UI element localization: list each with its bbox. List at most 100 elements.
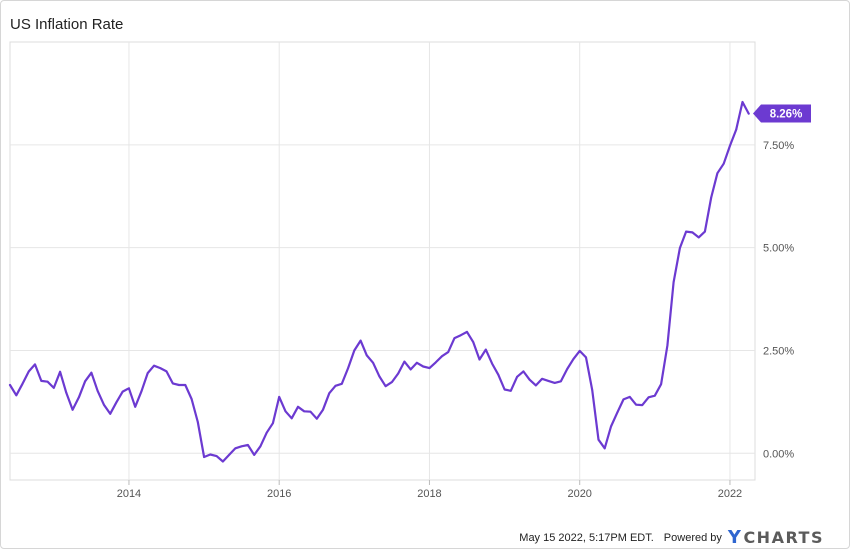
data-point [466,331,468,333]
data-point [679,247,681,249]
data-point [553,382,556,384]
data-point [628,396,631,398]
data-point [660,383,662,386]
data-point [21,382,24,385]
data-point [347,367,349,369]
data-point [365,354,368,357]
data-point [397,372,400,375]
data-point [403,360,406,363]
data-point [591,389,594,391]
data-point [140,390,143,393]
data-point [309,410,312,413]
data-point [196,421,199,423]
data-point [222,460,224,463]
data-point [65,391,68,394]
data-point [572,358,575,360]
data-point [441,355,443,358]
chart-title: US Inflation Rate [10,16,124,33]
data-point [710,196,713,199]
data-point [359,339,362,342]
data-point [265,431,268,434]
data-point [109,412,112,415]
ycharts-logo-y: Y [727,527,743,548]
y-tick-label: 2.50% [763,345,794,357]
data-point [96,389,99,392]
data-point [503,388,506,391]
data-point [616,411,619,414]
data-point [428,367,431,369]
x-tick-label: 2014 [117,488,141,500]
data-point [384,385,387,388]
data-point [153,364,155,367]
data-point [334,384,337,387]
data-point [228,454,231,456]
last-value-label: 8.26% [770,109,803,121]
data-point [378,375,381,378]
data-point [472,341,475,344]
data-point [729,144,731,147]
data-point [491,362,493,365]
data-point [685,230,687,233]
data-point [278,396,281,398]
data-point [522,370,525,373]
plot-area-border [9,41,756,481]
data-point [9,384,11,386]
last-value-badge: 8.26% [753,104,811,123]
data-point [272,422,274,425]
data-point [259,445,262,448]
data-point [697,236,700,239]
data-point [528,378,531,381]
data-point [497,373,500,376]
data-point [691,231,694,234]
ycharts-logo-text: CHARTS [743,528,824,547]
data-point [134,405,137,408]
data-point [284,410,287,413]
data-point [303,410,306,413]
grid-layer [10,42,755,480]
data-point [209,453,212,456]
data-point [566,368,569,370]
data-point [484,348,487,351]
data-point [52,387,55,389]
data-point [453,337,456,339]
y-axis: 0.00% 2.50% 5.00% 7.50% [763,140,794,460]
data-point [40,380,43,382]
last-value-badge-shape [753,104,811,123]
data-point [90,371,93,374]
data-point [597,438,600,441]
data-point [184,384,187,386]
data-point [447,351,450,353]
data-point [516,375,518,378]
data-point [203,456,206,458]
data-point [416,361,418,364]
data-point [115,401,118,404]
data-point [478,358,481,361]
y-tick-label: 5.00% [763,243,794,255]
data-point [34,363,36,366]
data-point [747,112,750,115]
data-point [622,398,625,401]
data-point [121,390,124,393]
data-point [178,384,180,386]
data-point [459,334,462,337]
data-point [59,370,61,373]
data-point [15,394,18,397]
data-point [84,380,86,383]
y-tick-label: 0.00% [763,448,794,460]
data-point [46,380,49,383]
data-point [704,230,706,233]
data-point [103,403,105,406]
x-tick-label: 2022 [718,488,742,500]
data-point [422,365,425,368]
data-point [716,172,719,175]
x-tick-label: 2016 [267,488,291,500]
data-point [290,417,293,420]
data-point [234,447,237,450]
timestamp-text: May 15 2022, 5:17PM EDT. [519,531,654,544]
ycharts-logo[interactable]: Y CHARTS [728,527,824,548]
data-point [641,404,644,406]
data-point [547,380,550,382]
data-point [328,392,331,395]
data-point [735,128,738,131]
